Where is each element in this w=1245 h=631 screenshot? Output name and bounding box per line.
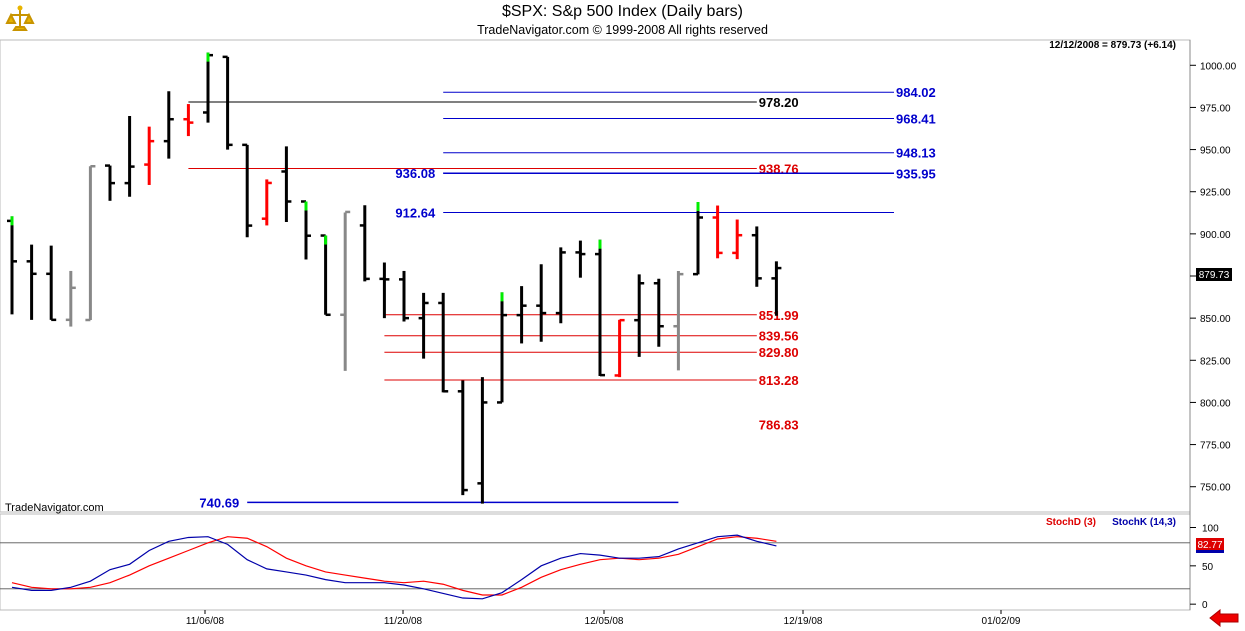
x-axis-label: 11/06/08 bbox=[186, 616, 225, 627]
price-axis-label: 950.00 bbox=[1200, 146, 1231, 157]
level-label: 829.80 bbox=[759, 345, 799, 360]
x-axis-label: 12/19/08 bbox=[784, 616, 823, 627]
stoch-line bbox=[11, 536, 777, 596]
watermark: TradeNavigator.com bbox=[5, 502, 104, 514]
level-label: 968.41 bbox=[896, 112, 936, 127]
last-price-marker: 879.73 bbox=[1196, 268, 1232, 281]
level-label: 786.83 bbox=[759, 418, 799, 433]
price-axis-label: 1000.00 bbox=[1200, 61, 1237, 72]
level-label: 978.20 bbox=[759, 95, 799, 110]
level-label: 938.76 bbox=[759, 162, 799, 177]
left-arrow-icon[interactable] bbox=[1209, 609, 1239, 627]
stoch-legend-k: StochK (14,3) bbox=[1112, 517, 1176, 528]
level-label: 839.56 bbox=[759, 329, 799, 344]
price-axis-label: 975.00 bbox=[1200, 103, 1231, 114]
price-axis-label: 750.00 bbox=[1200, 483, 1231, 494]
status-readout: 12/12/2008 = 879.73 (+6.14) bbox=[1049, 40, 1176, 51]
price-axis-label: 900.00 bbox=[1200, 230, 1231, 241]
price-axis-label: 800.00 bbox=[1200, 398, 1231, 409]
level-label: 935.95 bbox=[896, 166, 936, 181]
stoch-axis-label: 50 bbox=[1202, 562, 1214, 573]
stoch-value-label: 82.77 bbox=[1197, 540, 1222, 551]
price-axis-label: 775.00 bbox=[1200, 441, 1231, 452]
level-label: 948.13 bbox=[896, 146, 936, 161]
price-axis-label: 825.00 bbox=[1200, 356, 1231, 367]
stoch-value-marker: 82.77 bbox=[1196, 538, 1224, 553]
chart-title: $SPX: S&p 500 Index (Daily bars) bbox=[501, 3, 743, 20]
price-axis-label: 850.00 bbox=[1200, 314, 1231, 325]
chart-subtitle: TradeNavigator.com © 1999-2008 All right… bbox=[477, 23, 768, 37]
stoch-axis-label: 0 bbox=[1202, 600, 1208, 611]
trade-navigator-logo-icon[interactable] bbox=[4, 4, 36, 36]
last-price-label: 879.73 bbox=[1199, 270, 1230, 281]
level-label: 740.69 bbox=[199, 495, 239, 510]
stoch-legend-d: StochD (3) bbox=[1046, 517, 1096, 528]
x-axis-label: 11/20/08 bbox=[384, 616, 423, 627]
x-axis-label: 01/02/09 bbox=[982, 616, 1021, 627]
stoch-axis-label: 100 bbox=[1202, 524, 1219, 535]
level-label: 912.64 bbox=[395, 206, 436, 221]
price-axis-label: 925.00 bbox=[1200, 188, 1231, 199]
level-label: 851.99 bbox=[759, 308, 799, 323]
level-label: 813.28 bbox=[759, 373, 799, 388]
x-axis-label: 12/05/08 bbox=[585, 616, 624, 627]
level-label: 936.08 bbox=[395, 166, 435, 181]
stoch-line bbox=[11, 534, 777, 600]
level-label: 984.02 bbox=[896, 85, 936, 100]
